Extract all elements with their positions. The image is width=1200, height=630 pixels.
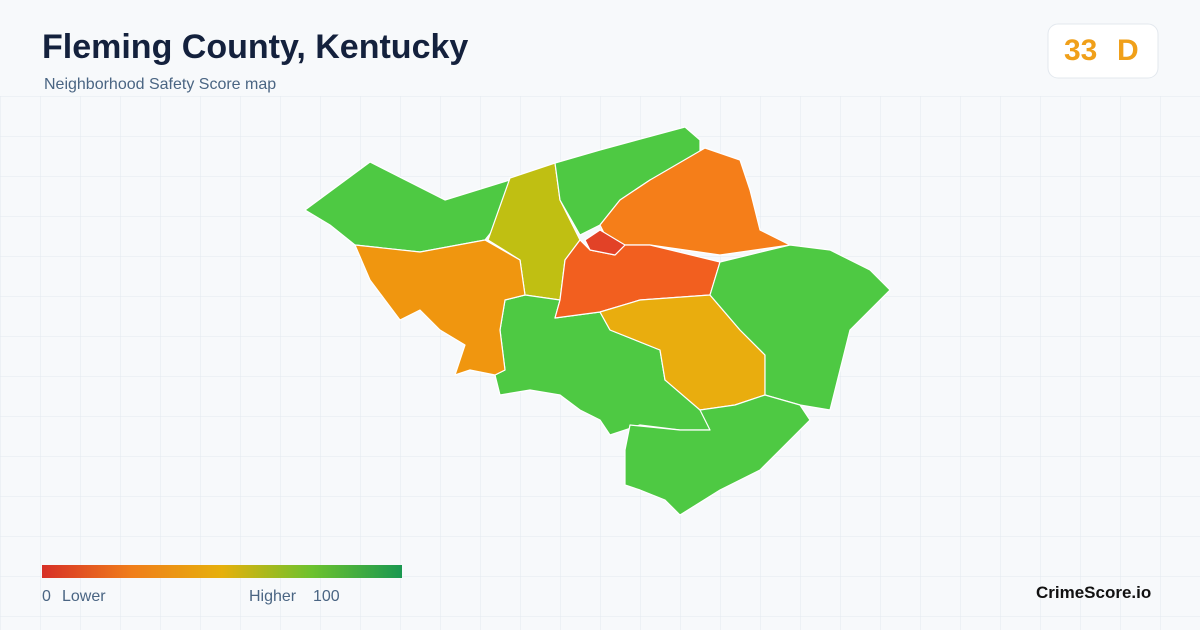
- score: 33: [1064, 34, 1098, 67]
- region: [599, 147, 791, 256]
- legend-gradient: [42, 565, 402, 578]
- title: Fleming County, Kentucky: [42, 28, 469, 66]
- legend-high: Higher: [249, 588, 297, 605]
- region: [354, 239, 526, 376]
- region: [584, 229, 626, 256]
- grade: D: [1117, 34, 1139, 67]
- region: [709, 244, 891, 411]
- region: [624, 394, 811, 516]
- subtitle: Neighborhood Safety Score map: [44, 76, 277, 93]
- legend-max: 100: [313, 588, 340, 605]
- legend-low: Lower: [62, 588, 106, 605]
- brand: CrimeScore.io: [1036, 583, 1152, 602]
- legend-min: 0: [42, 588, 51, 605]
- badge-box: [1047, 23, 1159, 79]
